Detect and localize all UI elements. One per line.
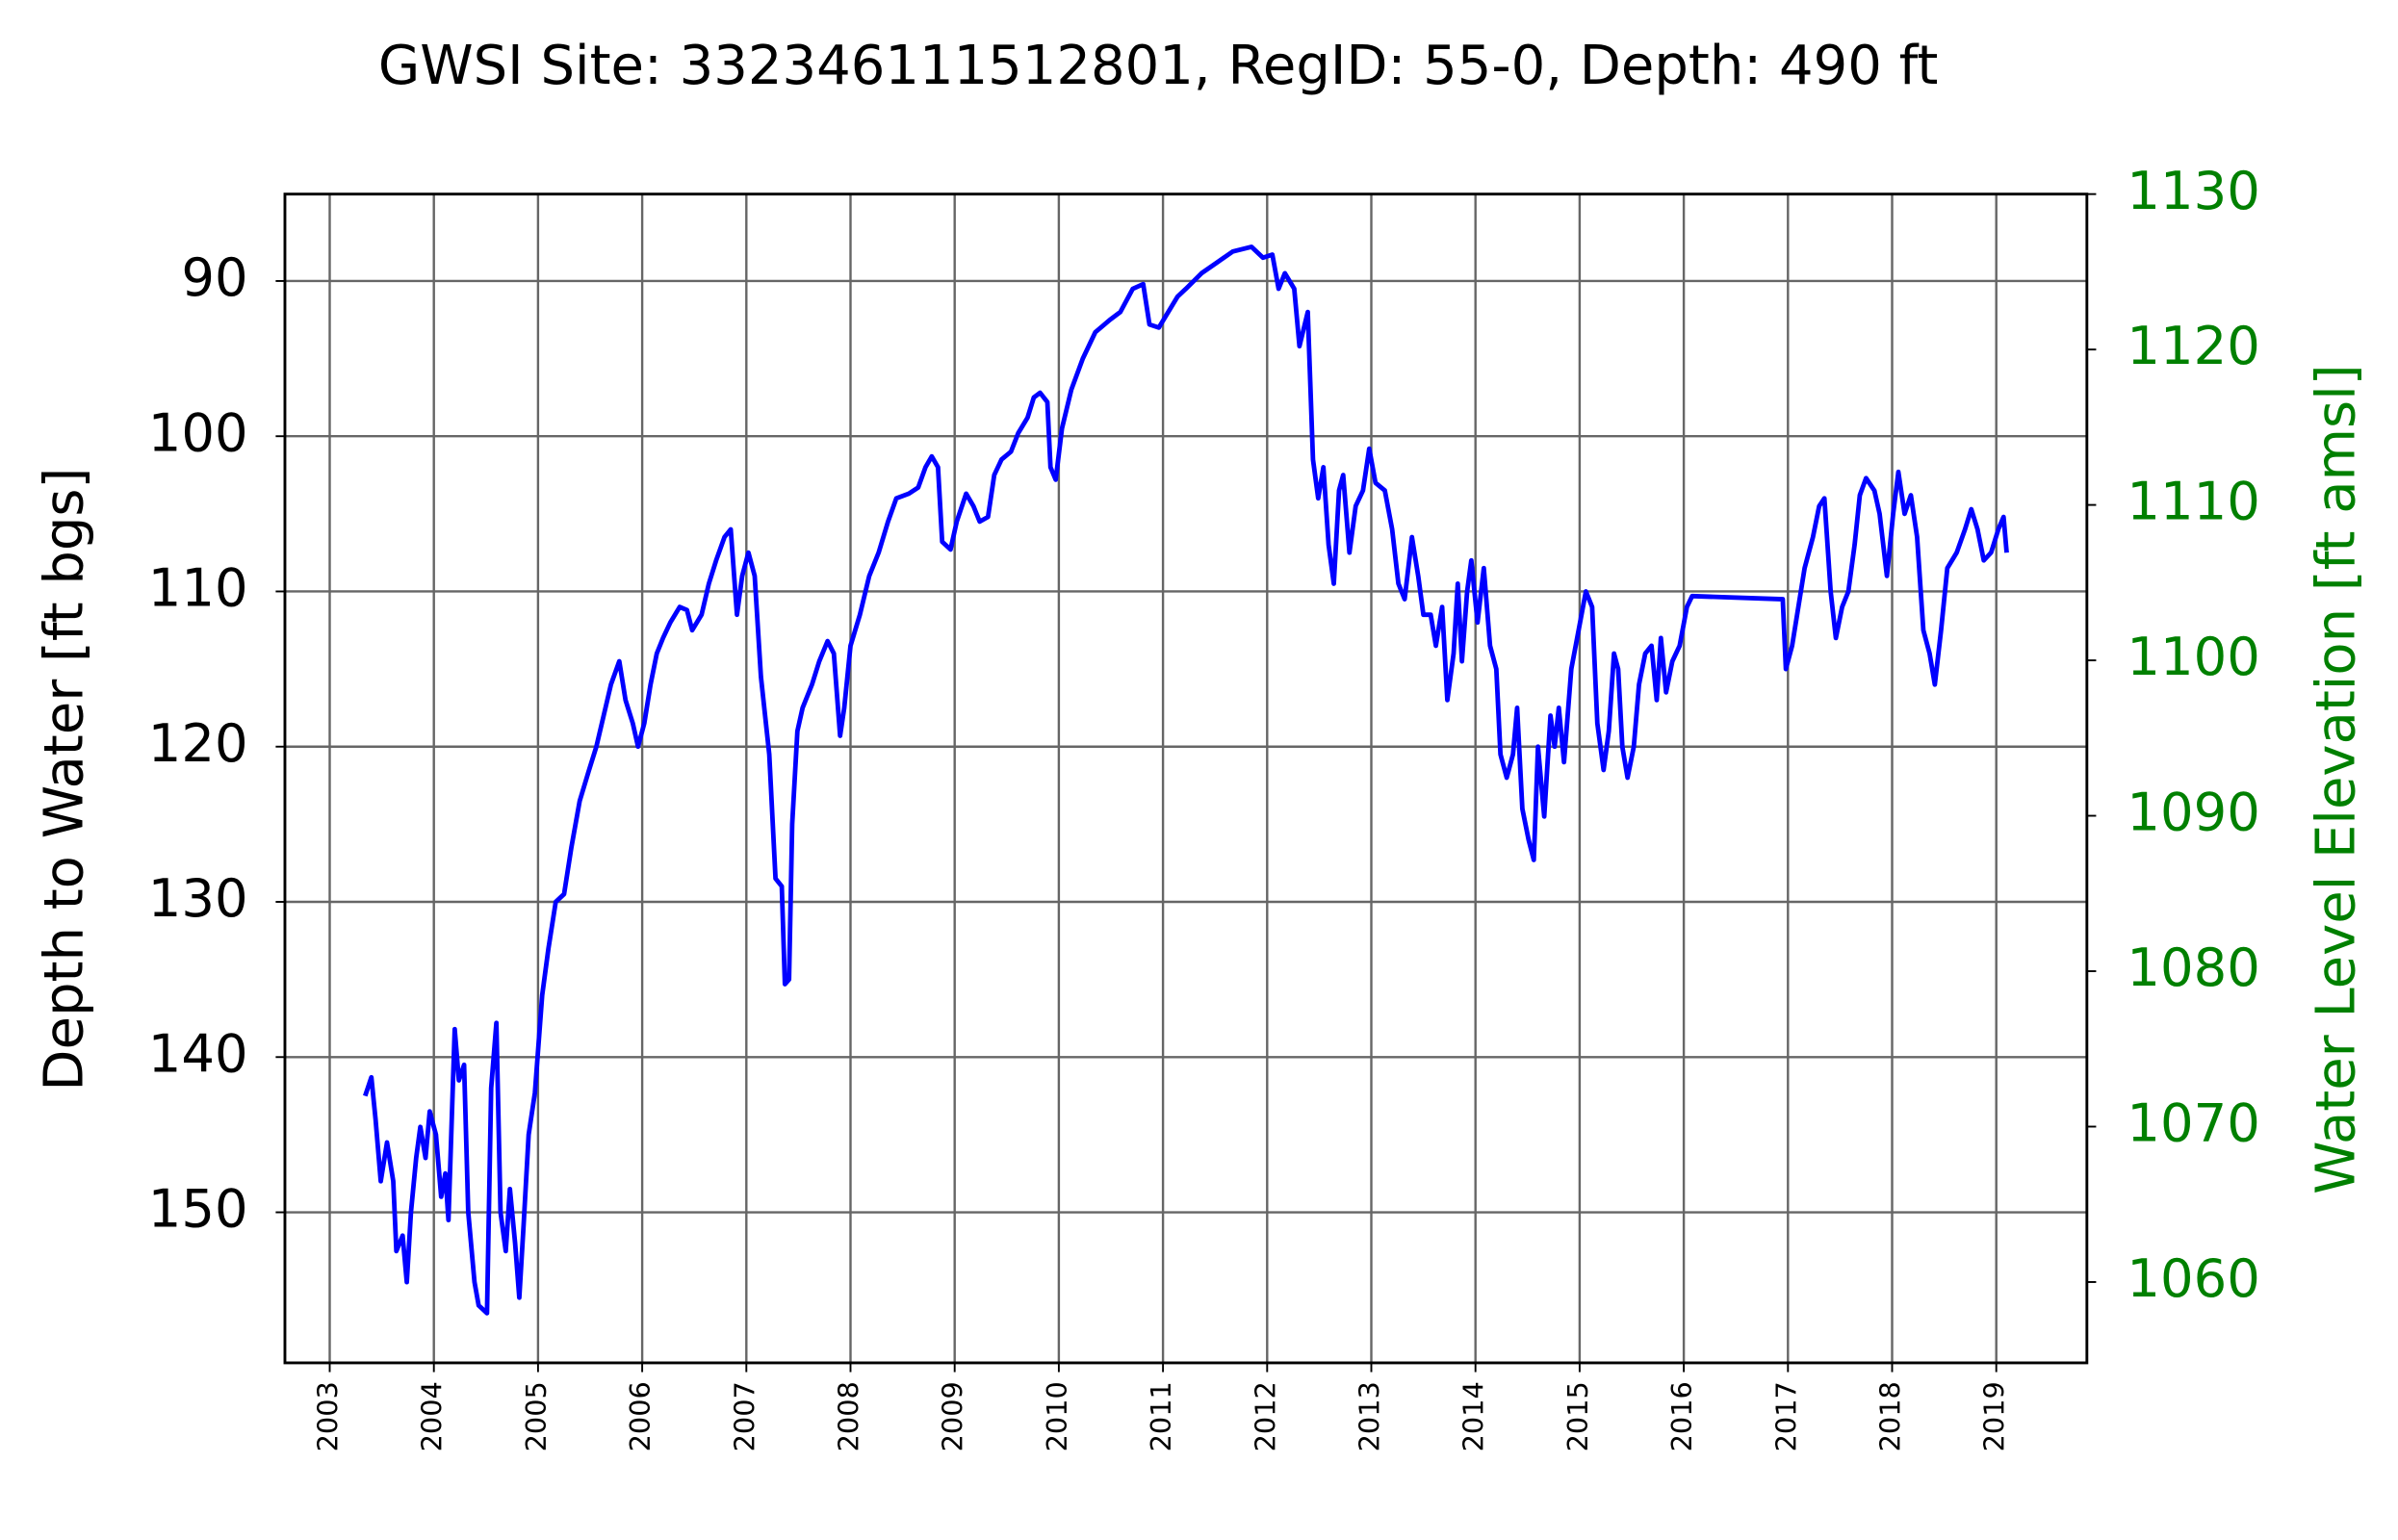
chart-title: GWSI Site: 332346111512801, RegID: 55-0,…: [378, 35, 1938, 97]
y2-tick-label: 1080: [2127, 937, 2259, 998]
y2-tick-label: 1060: [2127, 1248, 2259, 1309]
y-tick-label: 150: [148, 1179, 248, 1240]
x-tick-label: 2018: [1873, 1381, 1906, 1451]
x-tick-label: 2011: [1145, 1381, 1177, 1451]
y-tick-label: 120: [148, 713, 248, 774]
x-tick-label: 2012: [1249, 1381, 1281, 1451]
x-tick-label: 2013: [1353, 1381, 1385, 1451]
y-tick-label: 100: [148, 402, 248, 463]
x-tick-label: 2009: [937, 1381, 969, 1451]
y-tick-label: 110: [148, 558, 248, 619]
x-tick-label: 2017: [1769, 1381, 1802, 1451]
y-tick-label: 90: [181, 247, 247, 308]
y2-tick-label: 1100: [2127, 627, 2259, 687]
x-tick-label: 2015: [1561, 1381, 1594, 1451]
x-tick-label: 2005: [520, 1381, 553, 1451]
y-tick-label: 140: [148, 1023, 248, 1084]
y2-tick-label: 1090: [2127, 783, 2259, 843]
y2-tick-label: 1130: [2127, 161, 2259, 221]
data-line: [363, 244, 2009, 1316]
y2-tick-label: 1120: [2127, 316, 2259, 376]
x-tick-label: 2004: [416, 1381, 449, 1451]
x-tick-label: 2003: [312, 1381, 345, 1451]
y2-tick-label: 1070: [2127, 1093, 2259, 1154]
x-tick-label: 2016: [1665, 1381, 1698, 1451]
y2-tick-label: 1110: [2127, 472, 2259, 532]
y2-axis-label: Water Level Elevation [ft amsl]: [2305, 364, 2367, 1194]
x-tick-label: 2007: [728, 1381, 761, 1451]
plot-frame: [283, 192, 2089, 1365]
x-tick-label: 2019: [1978, 1381, 2011, 1451]
x-tick-label: 2014: [1457, 1381, 1490, 1451]
x-tick-label: 2008: [832, 1381, 864, 1451]
y-tick-label: 130: [148, 868, 248, 929]
x-tick-label: 2006: [624, 1381, 657, 1451]
x-tick-label: 2010: [1041, 1381, 1073, 1451]
y-axis-label: Depth to Water [ft bgs]: [34, 468, 96, 1091]
